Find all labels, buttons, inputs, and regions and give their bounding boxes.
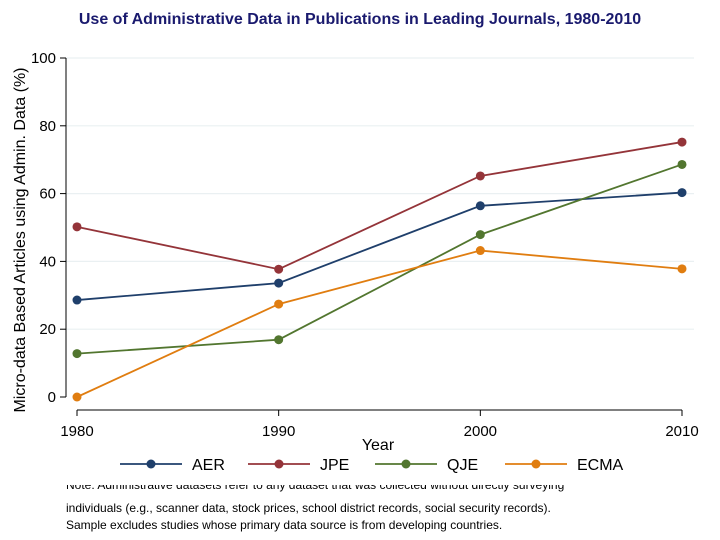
data-point-ecma [72,392,82,402]
series-line-ecma [76,249,683,398]
data-point-jpe [72,222,82,232]
data-point-qje [677,159,687,169]
legend-label: JPE [320,457,349,474]
x-tick-label: 2010 [665,423,698,440]
y-tick-label: 0 [48,389,56,406]
data-point-aer [274,278,284,288]
data-point-qje [274,335,284,345]
legend-marker [401,459,411,469]
legend: AER JPE QJE ECMA [120,457,624,474]
y-axis-label: Micro-data Based Articles using Admin. D… [12,67,29,412]
note-line-2: individuals (e.g., scanner data, stock p… [66,501,551,515]
grid [66,57,694,330]
series-line-jpe [76,141,683,271]
x-axis-label: Year [362,437,395,454]
data-point-qje [475,230,485,240]
note-line-1-clipped: Note: Administrative datasets refer to a… [66,485,706,493]
data-point-ecma [274,299,284,309]
chart-title: Use of Administrative Data in Publicatio… [79,11,641,28]
data-point-aer [677,188,687,198]
legend-label: QJE [447,457,478,474]
series-lines [72,137,687,402]
legend-item-ecma: ECMA [505,457,624,474]
y-tick-label: 20 [39,321,56,338]
y-tick-label: 60 [39,186,56,203]
legend-label: AER [192,457,225,474]
legend-item-jpe: JPE [248,457,349,474]
series-qje [72,159,687,359]
y-tick-label: 80 [39,118,56,135]
legend-item-qje: QJE [375,457,478,474]
legend-marker [531,459,541,469]
data-point-aer [475,201,485,211]
y-tick-label: 100 [31,50,56,67]
y-tick-label: 40 [39,253,56,270]
data-point-jpe [475,171,485,181]
legend-item-aer: AER [120,457,225,474]
data-point-qje [72,349,82,359]
note-line-1-text: Note: Administrative datasets refer to a… [66,485,565,492]
data-point-ecma [677,264,687,274]
data-point-jpe [677,137,687,147]
legend-label: ECMA [577,457,624,474]
note-line-3: Sample excludes studies whose primary da… [66,518,503,532]
series-line-qje [76,163,683,355]
chart: Use of Administrative Data in Publicatio… [12,11,699,474]
legend-marker [274,459,284,469]
x-tick-label: 2000 [464,423,497,440]
x-tick-label: 1990 [262,423,295,440]
data-point-ecma [475,246,485,256]
series-ecma [72,246,687,402]
data-point-aer [72,295,82,305]
legend-marker [146,459,156,469]
x-tick-label: 1980 [60,423,93,440]
axes: 0 20 40 60 80 100 1980 1990 2000 2010 [31,50,699,440]
series-jpe [72,137,687,274]
data-point-jpe [274,264,284,274]
